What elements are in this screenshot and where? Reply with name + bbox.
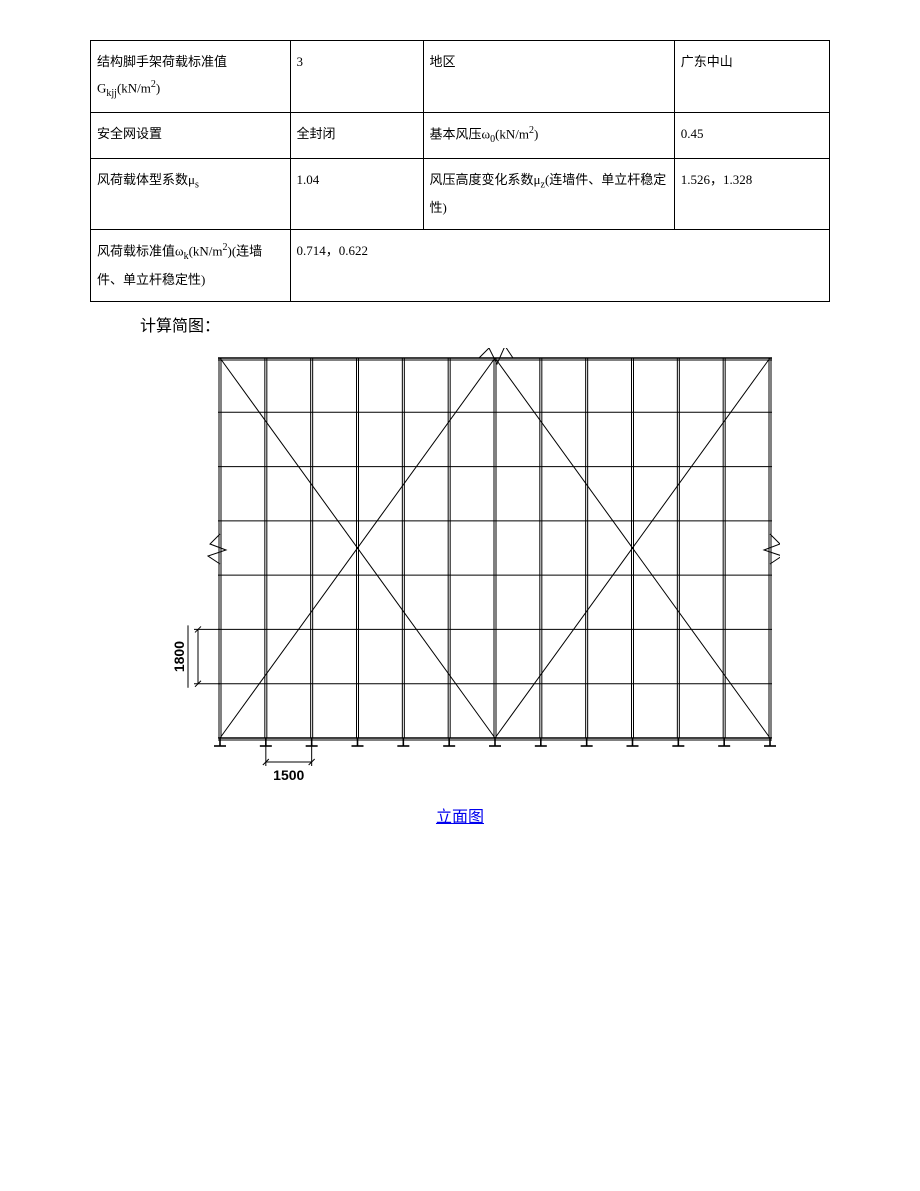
parameters-table: 结构脚手架荷载标准值 Gkjj(kN/m2)3地区广东中山安全网设置全封闭基本风… bbox=[90, 40, 830, 302]
table-row: 安全网设置全封闭基本风压ω0(kN/m2)0.45 bbox=[91, 112, 830, 158]
table-cell: 地区 bbox=[423, 41, 674, 113]
table-cell: 0.45 bbox=[674, 112, 829, 158]
table-cell: 3 bbox=[290, 41, 423, 113]
diagram-caption: 立面图 bbox=[436, 803, 484, 827]
table-cell: 风荷载标准值ωk(kN/m2)(连墙件、单立杆稳定性) bbox=[91, 230, 291, 302]
table-cell: 1.04 bbox=[290, 158, 423, 230]
table-row: 风荷载标准值ωk(kN/m2)(连墙件、单立杆稳定性)0.714，0.622 bbox=[91, 230, 830, 302]
section-header: 计算简图： bbox=[140, 312, 830, 336]
table-cell: 0.714，0.622 bbox=[290, 230, 829, 302]
table-cell: 1.526，1.328 bbox=[674, 158, 829, 230]
elevation-diagram: 1800 1500 bbox=[140, 348, 780, 780]
table-row: 风荷载体型系数μs1.04风压高度变化系数μz(连墙件、单立杆稳定性)1.526… bbox=[91, 158, 830, 230]
table-cell: 基本风压ω0(kN/m2) bbox=[423, 112, 674, 158]
table-row: 结构脚手架荷载标准值 Gkjj(kN/m2)3地区广东中山 bbox=[91, 41, 830, 113]
table-cell: 结构脚手架荷载标准值 Gkjj(kN/m2) bbox=[91, 41, 291, 113]
table-cell: 风压高度变化系数μz(连墙件、单立杆稳定性) bbox=[423, 158, 674, 230]
table-cell: 风荷载体型系数μs bbox=[91, 158, 291, 230]
svg-text:1500: 1500 bbox=[273, 767, 304, 780]
table-cell: 安全网设置 bbox=[91, 112, 291, 158]
diagram-container: 1800 1500 立面图 bbox=[90, 348, 830, 827]
svg-text:1800: 1800 bbox=[171, 641, 187, 672]
table-cell: 全封闭 bbox=[290, 112, 423, 158]
table-cell: 广东中山 bbox=[674, 41, 829, 113]
